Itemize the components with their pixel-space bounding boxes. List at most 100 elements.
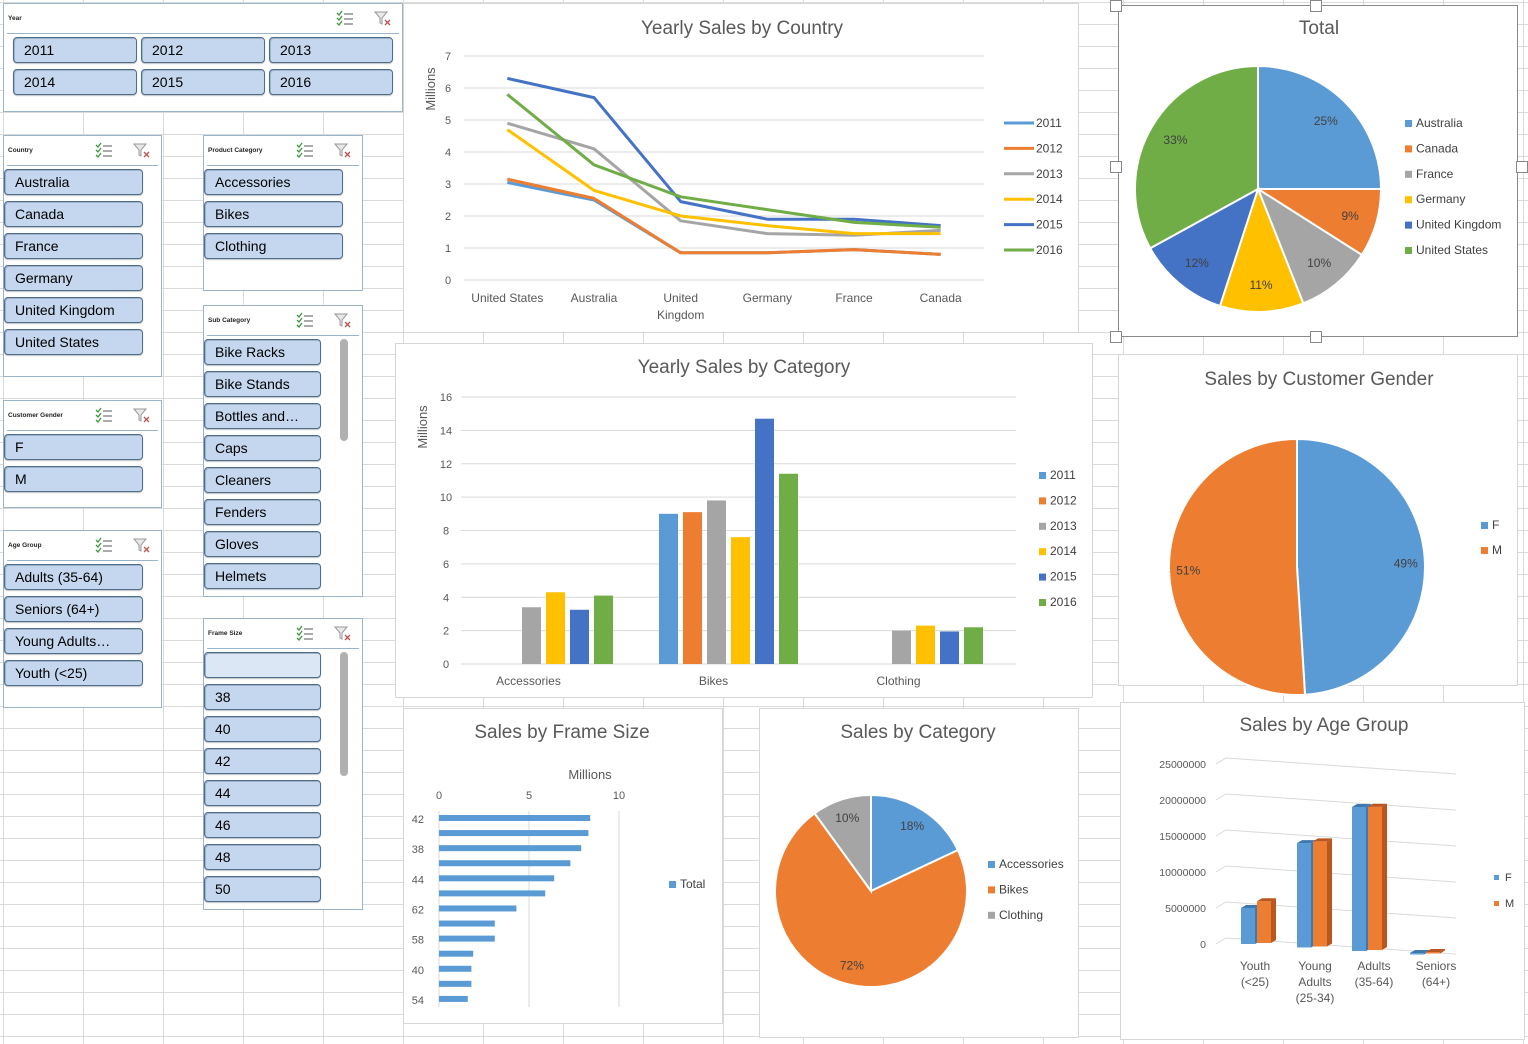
slicer-item-2013[interactable]: 2013 bbox=[269, 37, 393, 63]
slicer-item-38[interactable]: 38 bbox=[204, 684, 321, 710]
slicer-item-fenders[interactable]: Fenders bbox=[204, 499, 321, 525]
slicer-item-canada[interactable]: Canada bbox=[4, 201, 143, 227]
x-tick-label: (<25) bbox=[1241, 975, 1269, 989]
slicer-item-2011[interactable]: 2011 bbox=[13, 37, 137, 63]
x-tick-label: 5 bbox=[526, 790, 532, 802]
slicer-item-blank[interactable] bbox=[204, 652, 321, 678]
multi-select-icon[interactable] bbox=[95, 537, 113, 553]
slicer-item-united-states[interactable]: United States bbox=[4, 329, 143, 355]
resize-handle[interactable] bbox=[1310, 331, 1322, 343]
clear-filter-icon[interactable] bbox=[132, 407, 151, 423]
clear-filter-icon[interactable] bbox=[333, 312, 352, 328]
slicer-item-42[interactable]: 42 bbox=[204, 748, 321, 774]
slicer-item-australia[interactable]: Australia bbox=[4, 169, 143, 195]
y-tick-label: 1 bbox=[445, 243, 451, 255]
series-line-2016 bbox=[506, 93, 941, 229]
slicer-item-40[interactable]: 40 bbox=[204, 716, 321, 742]
legend-swatch bbox=[1494, 901, 1499, 906]
slicer-item-united-kingdom[interactable]: United Kingdom bbox=[4, 297, 143, 323]
bar-frame-size bbox=[439, 920, 495, 927]
slicer-item-f[interactable]: F bbox=[4, 434, 143, 460]
slicer-item-clothing[interactable]: Clothing bbox=[204, 233, 343, 259]
slicer-item-accessories[interactable]: Accessories bbox=[204, 169, 343, 195]
slicer-title: Age Group bbox=[8, 542, 42, 549]
slicer-item-youth-25[interactable]: Youth (<25) bbox=[4, 660, 143, 686]
x-tick-label: United bbox=[663, 291, 698, 305]
resize-handle[interactable] bbox=[1310, 0, 1322, 12]
slicer-item-germany[interactable]: Germany bbox=[4, 265, 143, 291]
data-label: 33% bbox=[1163, 133, 1187, 147]
slicer-item-46[interactable]: 46 bbox=[204, 812, 321, 838]
slicer-scrollbar[interactable] bbox=[340, 339, 348, 441]
clear-filter-icon[interactable] bbox=[132, 537, 151, 553]
slicer-item-france[interactable]: France bbox=[4, 233, 143, 259]
total-by-country-chart[interactable]: Total 25% 9% 10% 11% 12% 33% Australia Canada Fra… bbox=[1118, 5, 1518, 337]
slicer-item-cleaners[interactable]: Cleaners bbox=[204, 467, 321, 493]
legend-label: 2011 bbox=[1036, 116, 1062, 130]
bar-2011-bikes bbox=[659, 513, 678, 664]
slicer-header: Product Category bbox=[204, 136, 362, 164]
yearly-sales-by-category-chart[interactable]: Yearly Sales by Category Millions 0 2 4 6 8 10 1… bbox=[395, 343, 1093, 698]
slicer-title: Year bbox=[8, 15, 22, 22]
resize-handle[interactable] bbox=[1110, 0, 1122, 12]
multi-select-icon[interactable] bbox=[296, 625, 314, 641]
slicer-item-2014[interactable]: 2014 bbox=[13, 69, 137, 95]
y-tick-label: 3 bbox=[445, 179, 451, 191]
multi-select-icon[interactable] bbox=[95, 407, 113, 423]
slicer-item-44[interactable]: 44 bbox=[204, 780, 321, 806]
slicer-item-adults-35-64[interactable]: Adults (35-64) bbox=[4, 564, 143, 590]
slicer-item-seniors-64[interactable]: Seniors (64+) bbox=[4, 596, 143, 622]
slicer-item-caps[interactable]: Caps bbox=[204, 435, 321, 461]
resize-handle[interactable] bbox=[1110, 331, 1122, 343]
slicer-item-50[interactable]: 50 bbox=[204, 876, 321, 902]
slicer-item-bike-stands[interactable]: Bike Stands bbox=[204, 371, 321, 397]
resize-handle[interactable] bbox=[1516, 161, 1528, 173]
legend-swatch bbox=[1405, 221, 1412, 229]
slicer-item-bikes[interactable]: Bikes bbox=[204, 201, 343, 227]
bar-2013-clothing bbox=[892, 630, 911, 664]
y-tick-label: 58 bbox=[412, 935, 424, 947]
slicer-item-bike-racks[interactable]: Bike Racks bbox=[204, 339, 321, 365]
slicer-item-2015[interactable]: 2015 bbox=[141, 69, 265, 95]
data-label: 10% bbox=[835, 811, 859, 825]
multi-select-icon[interactable] bbox=[296, 142, 314, 158]
slicer-item-gloves[interactable]: Gloves bbox=[204, 531, 321, 557]
x-tick-label: Kingdom bbox=[657, 308, 704, 322]
y-tick-label: 10 bbox=[440, 492, 452, 504]
slicer-divider bbox=[207, 335, 359, 336]
slicer-header: Country bbox=[4, 136, 161, 164]
sales-by-age-group-chart[interactable]: Sales by Age Group 0 5000000 10000000 150000… bbox=[1120, 702, 1525, 1040]
clear-filter-icon[interactable] bbox=[333, 625, 352, 641]
slicer-item-2012[interactable]: 2012 bbox=[141, 37, 265, 63]
bar-side bbox=[1440, 949, 1445, 954]
sales-by-category-chart[interactable]: Sales by Category 18% 72% 10% Accessories Bik… bbox=[759, 708, 1079, 1038]
slicer-title: Sub Category bbox=[208, 317, 251, 324]
pie-slice-france bbox=[1255, 186, 1364, 305]
slicer-divider bbox=[207, 165, 359, 166]
slicer-item-young-adults[interactable]: Young Adults… bbox=[4, 628, 143, 654]
slicer-item-m[interactable]: M bbox=[4, 466, 143, 492]
pie-slice-australia bbox=[1257, 64, 1383, 190]
clear-filter-icon[interactable] bbox=[373, 10, 392, 26]
slicer-item-bottles-and[interactable]: Bottles and… bbox=[204, 403, 321, 429]
sales-by-customer-gender-chart[interactable]: Sales by Customer Gender 49% 51% F M bbox=[1118, 354, 1518, 696]
slicer-item-2016[interactable]: 2016 bbox=[269, 69, 393, 95]
yearly-sales-by-country-plot: Yearly Sales by Country Millions 0 1 2 3 4 5 6 7 U… bbox=[423, 18, 1063, 322]
legend-label: Germany bbox=[1416, 192, 1465, 206]
multi-select-icon[interactable] bbox=[296, 312, 314, 328]
resize-handle[interactable] bbox=[1110, 161, 1122, 173]
yearly-sales-by-country-chart[interactable]: Yearly Sales by Country Millions 0 1 2 3 4 5 6 7 U… bbox=[403, 3, 1079, 333]
slicer-item-helmets[interactable]: Helmets bbox=[204, 563, 321, 589]
multi-select-icon[interactable] bbox=[95, 142, 113, 158]
bar-2012-bikes bbox=[683, 512, 702, 664]
y-tick-label: 2 bbox=[443, 626, 449, 638]
clear-filter-icon[interactable] bbox=[333, 142, 352, 158]
bar-frame-size bbox=[439, 815, 591, 821]
slicer-item-48[interactable]: 48 bbox=[204, 844, 321, 870]
clear-filter-icon[interactable] bbox=[132, 142, 151, 158]
slicer-scrollbar[interactable] bbox=[340, 652, 348, 776]
sales-by-frame-size-chart[interactable]: Sales by Frame Size Millions 0 5 10 42 38 44 62 5… bbox=[403, 708, 723, 1024]
multi-select-icon[interactable] bbox=[336, 10, 354, 26]
slicer-divider bbox=[7, 165, 158, 166]
slicer-title: Customer Gender bbox=[8, 412, 63, 419]
